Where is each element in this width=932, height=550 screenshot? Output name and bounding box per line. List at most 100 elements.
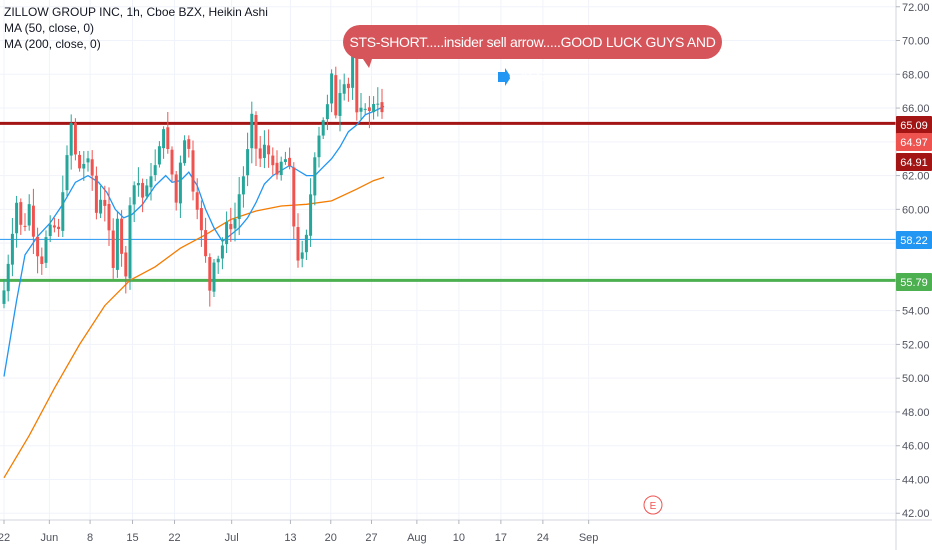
candle-body (183, 140, 187, 164)
time-tick-label: 22 (0, 532, 10, 544)
candle-body (149, 176, 153, 188)
candle-body (6, 263, 10, 292)
candle-body (23, 225, 27, 227)
candle-body (367, 107, 371, 111)
candle-body (124, 252, 128, 277)
candle-body (174, 174, 178, 203)
candle-body (157, 146, 161, 165)
candle-body (338, 93, 342, 116)
candle-body (334, 75, 338, 116)
candle-body (229, 224, 233, 230)
time-tick-label: 20 (325, 532, 337, 544)
time-tick-label: Aug (407, 532, 427, 544)
candle-body (292, 167, 296, 227)
candle-body (241, 176, 245, 195)
price-tick-label: 60.00 (902, 204, 930, 216)
candle-body (346, 83, 350, 89)
legend-ma50[interactable]: MA (50, close, 0) (4, 21, 95, 35)
candle-body (250, 113, 254, 149)
time-tick-label: 13 (284, 532, 296, 544)
earnings-marker-label: E (650, 501, 657, 512)
candle-body (99, 199, 103, 214)
candle-body (258, 148, 262, 159)
price-tick-label: 44.00 (902, 474, 930, 486)
candle-body (195, 192, 199, 210)
legend-ma200[interactable]: MA (200, close, 0) (4, 37, 101, 51)
time-tick-label: 15 (126, 532, 138, 544)
price-tick-label: 68.00 (902, 69, 930, 81)
candle-body (191, 150, 195, 192)
annotation-callout-tail (360, 56, 376, 68)
candle-body (2, 290, 6, 304)
candle-body (233, 218, 237, 229)
candle-body (380, 102, 384, 113)
candle-body (44, 237, 48, 263)
candle-body (15, 202, 19, 234)
candle-body (355, 51, 359, 113)
candle-body (296, 227, 300, 261)
candle-body (330, 73, 334, 104)
candle-body (90, 159, 94, 176)
candle-body (141, 182, 145, 198)
price-label-box (896, 153, 932, 171)
price-tick-label: 62.00 (902, 171, 930, 183)
candle-body (300, 252, 304, 259)
chart-legend: ZILLOW GROUP INC, 1h, Cboe BZX, Heikin A… (4, 4, 268, 52)
price-tick-label: 72.00 (902, 2, 930, 14)
price-label-text: 65.09 (900, 120, 928, 132)
candle-body (372, 104, 376, 113)
candle-body (304, 234, 308, 253)
time-tick-label: 8 (87, 532, 93, 544)
candle-body (212, 262, 216, 292)
candle-body (246, 149, 250, 176)
candle-body (94, 175, 98, 213)
time-tick-label: 24 (537, 532, 549, 544)
candle-body (359, 107, 363, 112)
candle-body (103, 199, 107, 206)
price-label-box (896, 273, 932, 291)
annotation-text: STS-SHORT.....insider sell arrow.....GOO… (349, 34, 716, 84)
ma-50-line (3, 105, 385, 377)
price-label-text: 55.79 (900, 277, 928, 289)
time-tick-label: 27 (365, 532, 377, 544)
candle-body (69, 123, 73, 156)
candle-body (237, 194, 241, 220)
horizontal-lines (0, 121, 896, 282)
time-tick-label: Jul (225, 532, 239, 544)
candle-body (36, 236, 40, 257)
candle-body (78, 154, 82, 169)
candle-body (128, 205, 132, 279)
price-tick-label: 52.00 (902, 339, 930, 351)
candle-body (65, 155, 69, 191)
candle-body (61, 192, 65, 231)
price-tick-label: 54.00 (902, 306, 930, 318)
candle-body (216, 258, 220, 263)
candle-body (254, 114, 258, 149)
candle-body (204, 230, 208, 257)
candle-body (187, 139, 191, 149)
price-tick-label: 42.00 (902, 508, 930, 520)
candle-body (313, 157, 317, 196)
price-tick-label: 66.00 (902, 103, 930, 115)
candle-body (153, 165, 157, 176)
candle-body (178, 162, 182, 204)
price-tick-label: 46.00 (902, 441, 930, 453)
candlestick-series (2, 34, 384, 309)
candle-body (111, 230, 115, 268)
time-axis[interactable]: 22 Jun 8 15 22 Jul 13 20 27 Aug 10 17 24 Sep (0, 519, 932, 544)
price-label-box (896, 231, 932, 249)
candle-body (170, 149, 174, 175)
candle-body (73, 122, 77, 155)
candle-body (52, 225, 56, 228)
candle-body (86, 158, 90, 163)
time-tick-label: 17 (495, 532, 507, 544)
candle-body (107, 203, 111, 231)
candle-body (145, 185, 149, 197)
ma50-path (3, 105, 385, 377)
chart-grid (0, 0, 896, 520)
candle-body (262, 144, 266, 158)
legend-symbol[interactable]: ZILLOW GROUP INC, 1h, Cboe BZX, Heikin A… (4, 5, 268, 19)
annotation-callout[interactable]: STS-SHORT.....insider sell arrow.....GOO… (343, 25, 722, 84)
candle-body (279, 161, 283, 176)
